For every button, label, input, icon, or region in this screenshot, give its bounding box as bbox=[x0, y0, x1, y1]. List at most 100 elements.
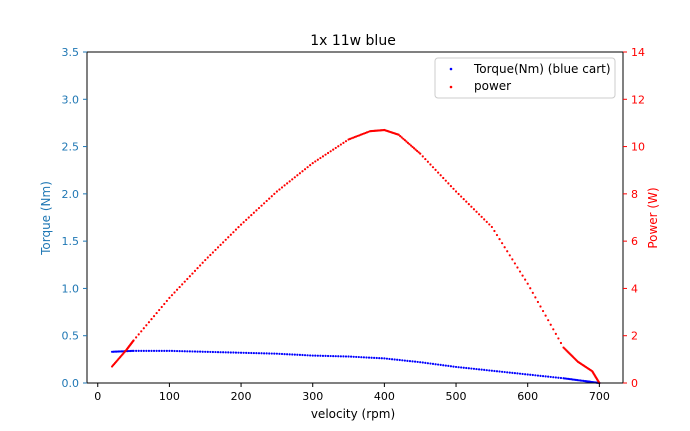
data-point bbox=[173, 349, 176, 353]
data-point bbox=[239, 223, 243, 226]
data-point bbox=[452, 365, 455, 368]
data-point bbox=[242, 221, 245, 224]
data-point bbox=[511, 258, 514, 261]
data-point bbox=[196, 350, 199, 353]
data-point bbox=[275, 352, 278, 355]
data-point bbox=[541, 309, 545, 313]
data-point bbox=[408, 143, 411, 146]
data-point bbox=[406, 141, 410, 144]
data-point bbox=[360, 356, 363, 359]
data-point bbox=[405, 140, 408, 143]
data-point bbox=[140, 330, 143, 333]
data-point bbox=[437, 171, 440, 174]
data-point bbox=[485, 220, 488, 223]
data-point bbox=[135, 336, 138, 339]
data-point bbox=[204, 258, 207, 262]
data-point bbox=[534, 374, 537, 377]
data-point bbox=[357, 355, 360, 359]
data-point bbox=[350, 355, 353, 358]
data-point bbox=[483, 368, 486, 371]
data-point bbox=[480, 215, 483, 218]
data-point bbox=[252, 351, 255, 355]
data-point bbox=[178, 350, 181, 353]
data-point bbox=[247, 216, 250, 219]
data-point bbox=[554, 332, 557, 335]
data-point bbox=[388, 357, 391, 361]
data-point bbox=[273, 352, 276, 355]
data-point bbox=[242, 351, 245, 354]
data-point bbox=[334, 146, 337, 150]
data-point bbox=[365, 356, 368, 359]
data-point bbox=[150, 349, 153, 352]
data-point bbox=[370, 356, 373, 359]
data-point bbox=[311, 162, 314, 165]
data-point bbox=[199, 264, 202, 267]
data-point bbox=[145, 324, 148, 327]
data-point bbox=[526, 373, 529, 376]
data-point bbox=[490, 369, 493, 372]
data-point bbox=[324, 153, 327, 156]
data-point bbox=[298, 172, 302, 175]
x-tick-label: 400 bbox=[374, 390, 395, 403]
data-point bbox=[193, 350, 197, 353]
data-point bbox=[214, 350, 217, 354]
data-point bbox=[480, 368, 483, 371]
x-tick-label: 700 bbox=[589, 390, 610, 403]
legend-marker-torque bbox=[449, 67, 453, 71]
data-point bbox=[110, 350, 114, 353]
data-point bbox=[552, 328, 555, 331]
data-point bbox=[283, 352, 286, 356]
data-point bbox=[462, 366, 465, 369]
data-point bbox=[547, 375, 550, 378]
data-point bbox=[518, 270, 522, 273]
data-point bbox=[419, 152, 422, 155]
data-point bbox=[206, 350, 209, 353]
data-point bbox=[314, 160, 317, 163]
data-point bbox=[444, 179, 447, 182]
data-point bbox=[449, 184, 453, 188]
data-point bbox=[278, 188, 281, 191]
data-point bbox=[536, 374, 540, 377]
data-point bbox=[255, 209, 258, 212]
data-point bbox=[286, 353, 289, 356]
data-point bbox=[457, 366, 460, 369]
data-point bbox=[544, 375, 547, 378]
data-point bbox=[314, 354, 317, 357]
data-point bbox=[398, 358, 401, 362]
y-left-tick-label: 3.0 bbox=[62, 93, 80, 106]
x-tick-label: 500 bbox=[446, 390, 467, 403]
data-point bbox=[367, 356, 371, 359]
data-point bbox=[137, 349, 140, 352]
data-point bbox=[414, 148, 417, 151]
data-point bbox=[160, 349, 163, 352]
data-point bbox=[199, 350, 202, 353]
data-point bbox=[270, 195, 273, 198]
data-point bbox=[196, 267, 199, 270]
data-point bbox=[557, 376, 560, 379]
data-point bbox=[344, 140, 348, 143]
data-point bbox=[454, 365, 458, 369]
data-point bbox=[158, 349, 161, 352]
data-point bbox=[457, 192, 460, 196]
data-point bbox=[495, 370, 499, 373]
data-point bbox=[454, 190, 458, 193]
data-point bbox=[465, 200, 468, 203]
data-point bbox=[183, 280, 186, 283]
data-point bbox=[412, 147, 416, 150]
data-point bbox=[130, 349, 134, 353]
data-point bbox=[439, 174, 442, 177]
data-point bbox=[332, 355, 335, 358]
data-point bbox=[211, 350, 215, 354]
data-point bbox=[239, 351, 243, 354]
y-axis-right-label: Power (W) bbox=[646, 187, 660, 248]
data-point bbox=[201, 350, 204, 353]
data-point bbox=[503, 370, 506, 374]
data-point bbox=[449, 365, 453, 368]
data-point bbox=[326, 354, 330, 358]
legend-box bbox=[434, 57, 616, 99]
data-point bbox=[498, 238, 501, 241]
data-point bbox=[283, 184, 286, 187]
data-point bbox=[531, 291, 534, 294]
data-point bbox=[309, 164, 312, 167]
data-point bbox=[332, 148, 335, 151]
